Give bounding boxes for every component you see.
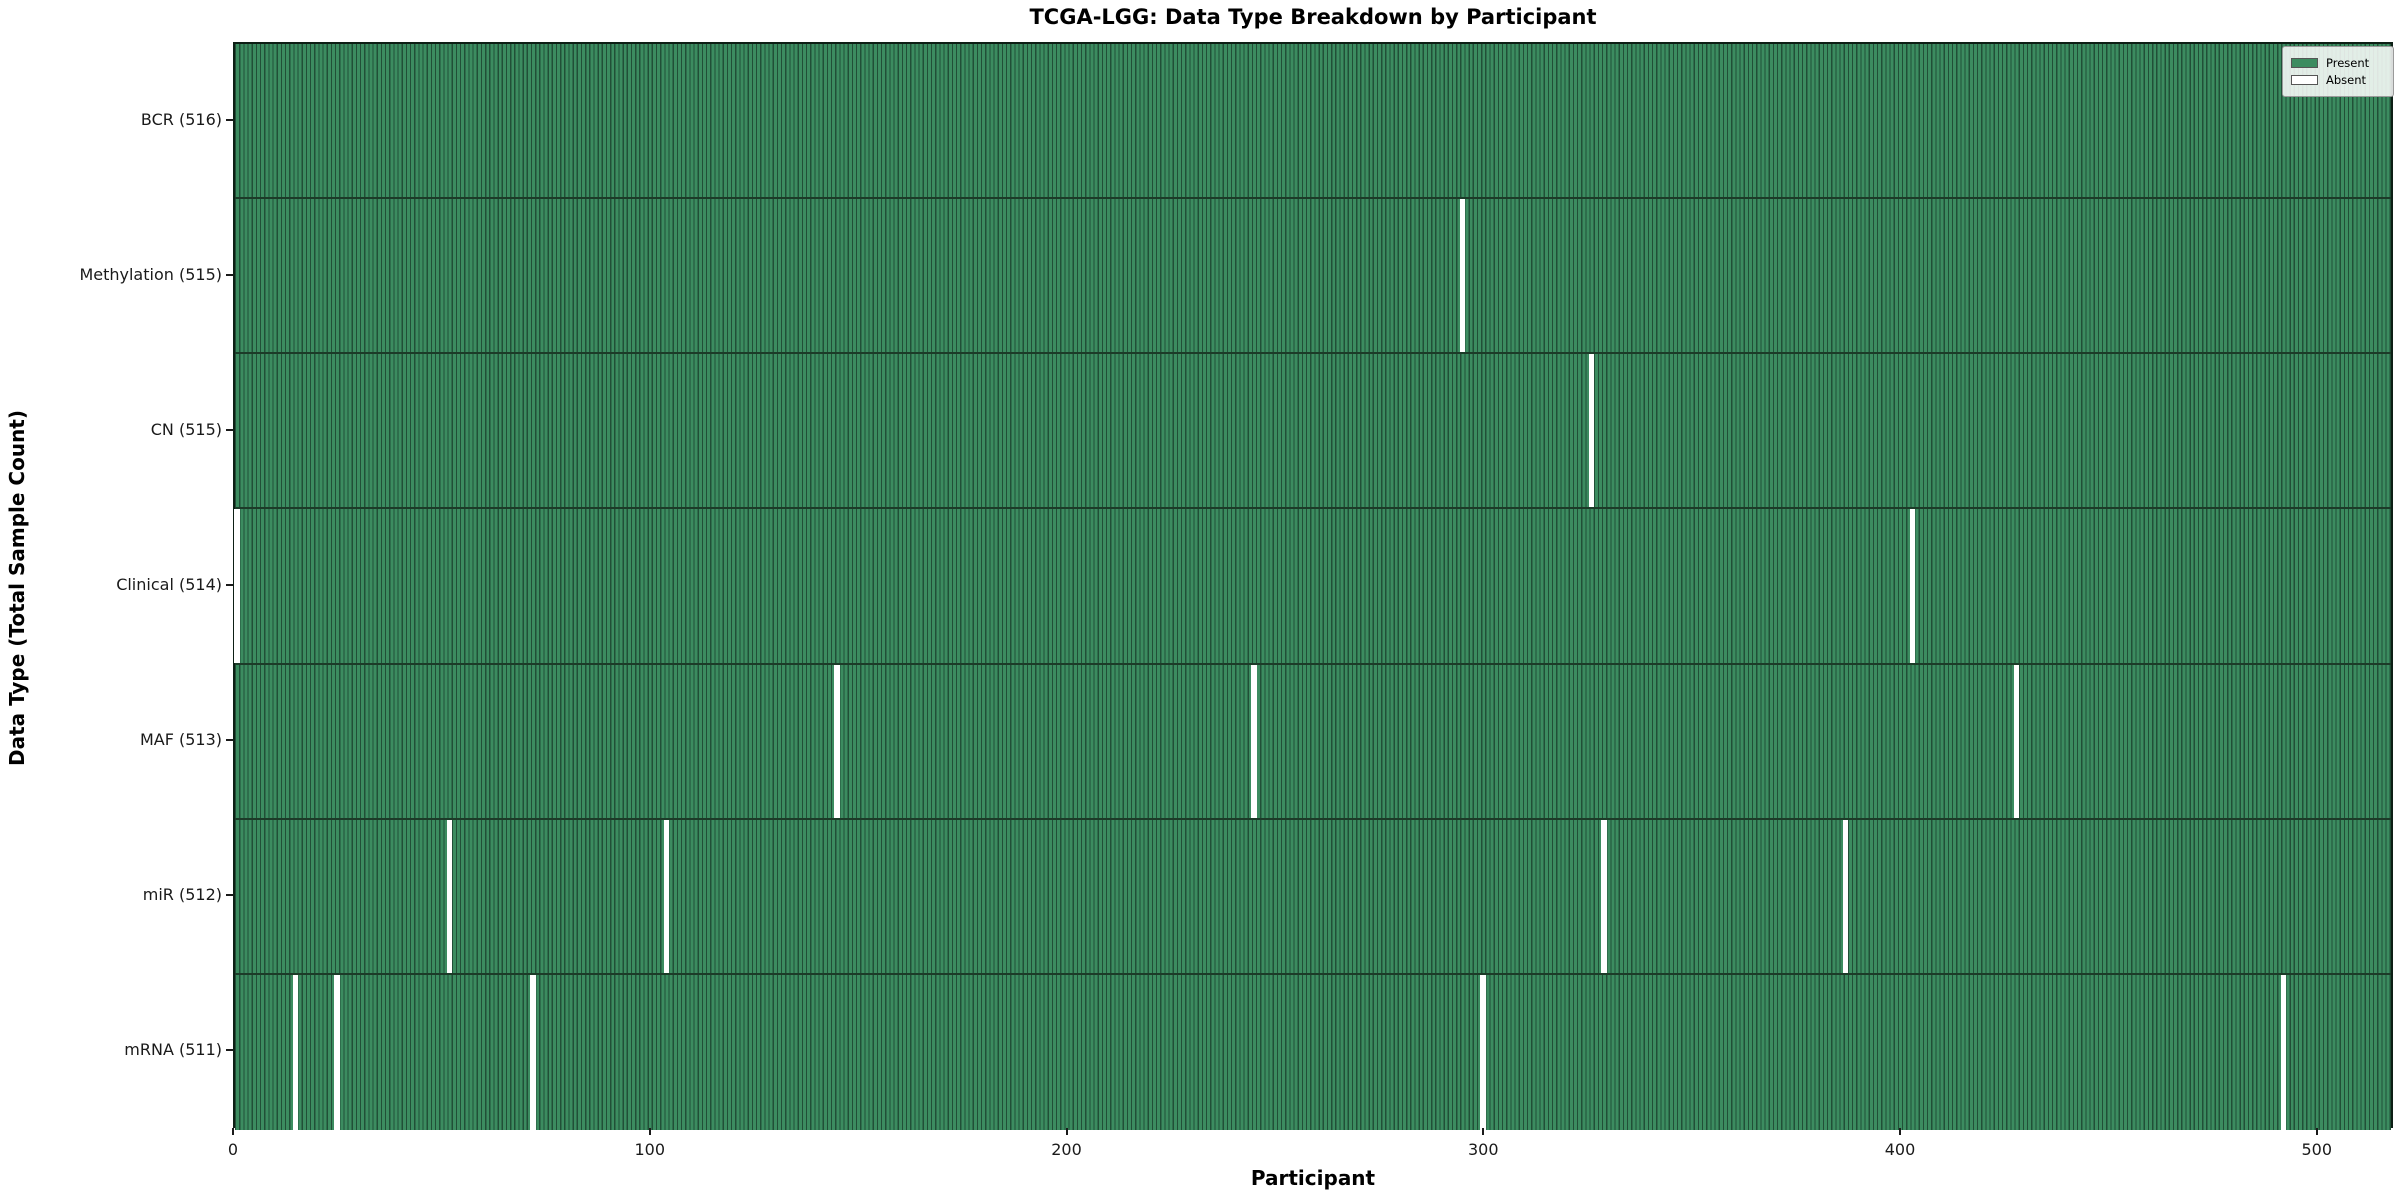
heatmap-row-mRNA	[235, 974, 2391, 1130]
legend-label-present: Present	[2326, 56, 2370, 70]
y-tick-mark	[226, 273, 233, 276]
absent-gap-MAF-244	[1251, 664, 1257, 818]
heatmap-row-Clinical	[234, 509, 2391, 665]
absent-gap-MAF-427	[2013, 664, 2020, 818]
y-tick-mark	[226, 584, 233, 586]
legend: Present Absent	[2282, 46, 2394, 97]
heatmap-row-CN	[235, 354, 2391, 510]
x-tick-label-200: 200	[1051, 1140, 1082, 1159]
x-axis-label: Participant	[1250, 1166, 1376, 1190]
x-tick-mark	[2315, 1128, 2318, 1135]
x-tick-mark	[1482, 1128, 1485, 1135]
absent-gap-miR-386	[1842, 819, 1849, 973]
absent-gap-miR-51	[446, 819, 453, 973]
y-tick-label-miR: miR (512)	[142, 885, 222, 905]
x-tick-label-100: 100	[634, 1140, 666, 1159]
x-tick-mark	[1899, 1128, 1901, 1135]
y-tick-mark	[226, 739, 233, 742]
heatmap-row-miR	[235, 819, 2391, 975]
x-tick-label-500: 500	[2301, 1140, 2333, 1159]
y-tick-label-CN: CN (515)	[150, 419, 222, 439]
heatmap-row-BCR	[235, 44, 2391, 200]
absent-gap-mRNA-24	[334, 974, 340, 1130]
legend-entry-absent: Absent	[2291, 73, 2385, 87]
x-tick-label-400: 400	[1884, 1140, 1916, 1159]
y-tick-label-Methylation: Methylation (515)	[79, 264, 222, 284]
absent-gap-Clinical-402	[1909, 509, 1916, 663]
absent-gap-miR-328	[1601, 819, 1607, 973]
x-tick-mark	[648, 1128, 651, 1135]
absent-gap-Clinical-0	[234, 509, 240, 663]
absent-gap-mRNA-491	[2280, 974, 2287, 1130]
absent-gap-CN-325	[1588, 354, 1595, 508]
legend-label-absent: Absent	[2326, 73, 2367, 87]
plot-area	[233, 42, 2393, 1130]
absent-gap-mRNA-299	[1480, 974, 1486, 1130]
absent-gap-Methylation-294	[1459, 199, 1466, 353]
y-tick-mark	[226, 894, 233, 897]
y-tick-label-MAF: MAF (513)	[139, 730, 222, 750]
x-tick-mark	[1065, 1128, 1068, 1135]
y-tick-mark	[226, 428, 233, 431]
x-tick-label-300: 300	[1467, 1140, 1499, 1159]
absent-gap-MAF-144	[834, 664, 840, 818]
absent-swatch	[2291, 75, 2318, 85]
chart-title: TCGA-LGG: Data Type Breakdown by Partici…	[1029, 5, 1597, 29]
x-tick-mark	[232, 1128, 234, 1135]
legend-entry-present: Present	[2291, 56, 2385, 70]
y-tick-mark	[226, 118, 233, 121]
y-tick-label-mRNA: mRNA (511)	[124, 1040, 222, 1060]
absent-gap-mRNA-71	[530, 974, 536, 1130]
heatmap-row-MAF	[235, 664, 2391, 820]
y-tick-label-BCR: BCR (516)	[140, 109, 222, 129]
y-tick-mark	[226, 1049, 233, 1052]
present-swatch	[2291, 58, 2318, 68]
x-tick-label-0: 0	[227, 1140, 239, 1159]
y-tick-label-Clinical: Clinical (514)	[116, 575, 222, 594]
absent-gap-miR-103	[663, 819, 670, 973]
absent-gap-mRNA-14	[292, 974, 299, 1130]
heatmap-row-Methylation	[235, 199, 2391, 355]
